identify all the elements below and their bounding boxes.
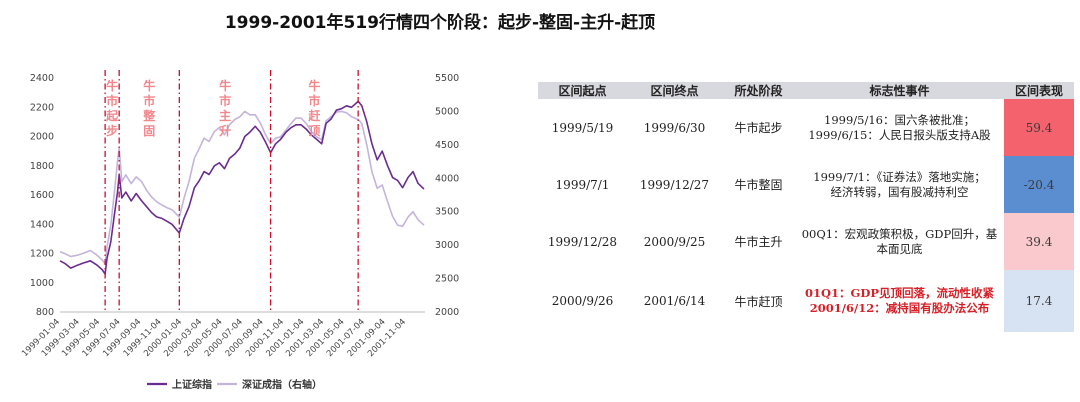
header-start: 区间起点 [538,82,627,99]
phase-label-char: 主 [219,108,231,123]
table-row: 1999/12/28 2000/9/25 牛市主升 00Q1：宏观政策积极，GD… [538,213,1074,270]
event-line: 1999/7/1：《证券法》落地实施； [813,169,986,184]
table-header-row: 区间起点 区间终点 所处阶段 标志性事件 区间表现 [538,82,1074,99]
phase-label-char: 固 [143,124,155,138]
y-left-tick-label: 1000 [30,278,54,289]
cell-stage: 牛市起步 [734,121,783,135]
cell-end: 1999/12/27 [639,177,710,192]
y-left-tick-label: 1200 [30,249,54,260]
y-right-tick-label: 3500 [435,207,459,218]
legend-label-sse: 上证综指 [172,378,212,391]
cell-perf: 39.4 [1004,213,1074,270]
event-line: 经济转弱，国有股减持利空 [830,184,969,199]
phase-label-char: 市 [219,93,231,108]
phase-label-char: 顶 [308,124,320,138]
cell-perf: 59.4 [1004,99,1074,156]
cell-end: 1999/6/30 [643,120,706,135]
cell-start: 1999/12/28 [547,234,618,249]
y-left-tick-label: 800 [36,307,54,318]
cell-stage: 牛市整固 [734,178,783,192]
cell-event: 1999/5/16：国六条被批准； 1999/6/15：人民日报头版支持A股 [795,99,1004,156]
y-right-tick-label: 3000 [435,240,459,251]
cell-perf: -20.4 [1004,156,1074,213]
y-right-tick-label: 2500 [435,274,459,285]
header-perf: 区间表现 [1004,82,1074,99]
y-left-tick-label: 1800 [30,161,54,172]
y-right-tick-label: 2000 [435,307,459,318]
cell-event: 1999/7/1：《证券法》落地实施； 经济转弱，国有股减持利空 [795,156,1004,213]
y-right-tick-label: 5000 [435,106,459,117]
event-line: 1999/5/16：国六条被批准； [824,112,975,127]
event-line: 01Q1：GDP见顶回落，流动性收紧 [805,286,994,300]
table-row: 1999/7/1 1999/12/27 牛市整固 1999/7/1：《证券法》落… [538,156,1074,213]
y-left-tick-label: 1600 [30,190,54,201]
y-left-tick-label: 2200 [30,102,54,113]
phase-label-char: 牛 [308,78,320,93]
legend-label-szse: 深证成指（右轴） [242,378,322,391]
cell-end: 2001/6/14 [643,294,706,308]
phase-label-char: 赶 [307,108,321,123]
y-left-tick-label: 2400 [30,73,54,84]
cell-start: 1999/5/19 [551,120,614,135]
event-line: 1999/6/15：人民日报头版支持A股 [808,127,991,142]
header-stage: 所处阶段 [722,82,795,99]
table-row: 1999/5/19 1999/6/30 牛市起步 1999/5/16：国六条被批… [538,99,1074,156]
phase-label-char: 步 [106,123,118,138]
page-title: 1999-2001年519行情四个阶段：起步-整固-主升-赶顶 [224,13,656,33]
series-line-szse-component [59,110,425,265]
phase-label-char: 整 [142,108,155,123]
index-line-chart: 800 1000 1200 1400 1600 1800 2000 2200 2400 2000 2… [20,70,459,391]
y-right-tick-label: 4500 [435,140,459,151]
header-end: 区间终点 [627,82,722,99]
event-line: 00Q1：宏观政策积极，GDP回升，基 [801,226,998,241]
y-right-tick-label: 4000 [435,173,459,184]
event-line: 2001/6/12：减持国有股办法公布 [809,301,990,315]
phase-label-char: 升 [219,123,231,138]
cell-start: 2000/9/26 [551,294,614,308]
cell-stage: 牛市主升 [734,235,783,249]
table-row: 2000/9/26 2001/6/14 牛市赶顶 01Q1：GDP见顶回落，流动… [538,270,1074,332]
phase-label-char: 牛 [219,78,231,93]
phase-label-char: 市 [308,93,320,108]
y-left-tick-label: 2000 [30,132,54,143]
event-line: 本面见底 [876,241,923,256]
phase-label-char: 市 [143,93,155,108]
phase-label-char: 牛 [106,78,118,93]
phase-table: 区间起点 区间终点 所处阶段 标志性事件 区间表现 1999/5/19 1999… [538,82,1074,332]
series-line-sse-composite [59,100,425,275]
cell-event: 00Q1：宏观政策积极，GDP回升，基 本面见底 [795,213,1004,270]
phase-label-char: 牛 [143,78,155,93]
cell-perf: 17.4 [1004,270,1074,332]
phase-label-char: 起 [105,108,119,123]
cell-start: 1999/7/1 [555,177,610,192]
cell-end: 2000/9/25 [643,234,706,249]
header-event: 标志性事件 [795,82,1004,99]
y-right-tick-label: 5500 [435,73,459,84]
cell-stage: 牛市赶顶 [734,294,783,309]
y-left-tick-label: 1400 [30,219,54,230]
phase-label-char: 市 [106,93,118,108]
cell-event: 01Q1：GDP见顶回落，流动性收紧 2001/6/12：减持国有股办法公布 [795,270,1004,332]
